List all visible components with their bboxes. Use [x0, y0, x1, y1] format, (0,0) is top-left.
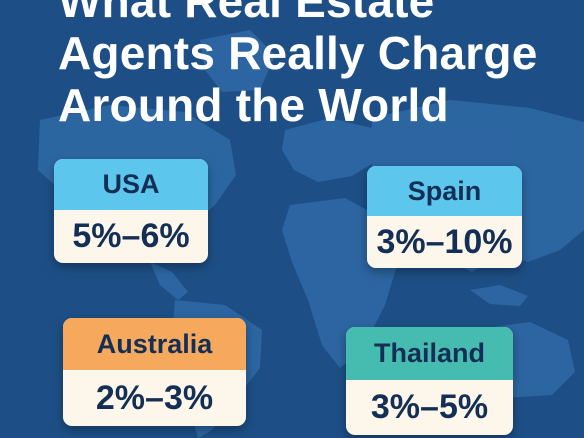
- card-thailand-rate: 3%–5%: [370, 388, 489, 426]
- card-spain-country: Spain: [367, 166, 522, 216]
- title-line-2: Agents Really Charge: [58, 27, 538, 79]
- title-line-1: What Real Estate: [58, 0, 435, 27]
- card-australia-country: Australia: [63, 318, 246, 370]
- title-line-3: Around the World: [58, 79, 449, 131]
- card-spain-rate: 3%–10%: [376, 222, 513, 261]
- card-thailand: Thailand 3%–5%: [346, 327, 513, 435]
- card-usa: USA 5%–6%: [54, 159, 208, 263]
- card-thailand-country: Thailand: [346, 327, 513, 380]
- card-australia: Australia 2%–3%: [63, 318, 246, 426]
- card-spain: Spain 3%–10%: [367, 166, 522, 268]
- card-australia-rate: 2%–3%: [95, 378, 214, 417]
- card-usa-rate: 5%–6%: [72, 217, 190, 255]
- card-usa-country: USA: [54, 159, 208, 210]
